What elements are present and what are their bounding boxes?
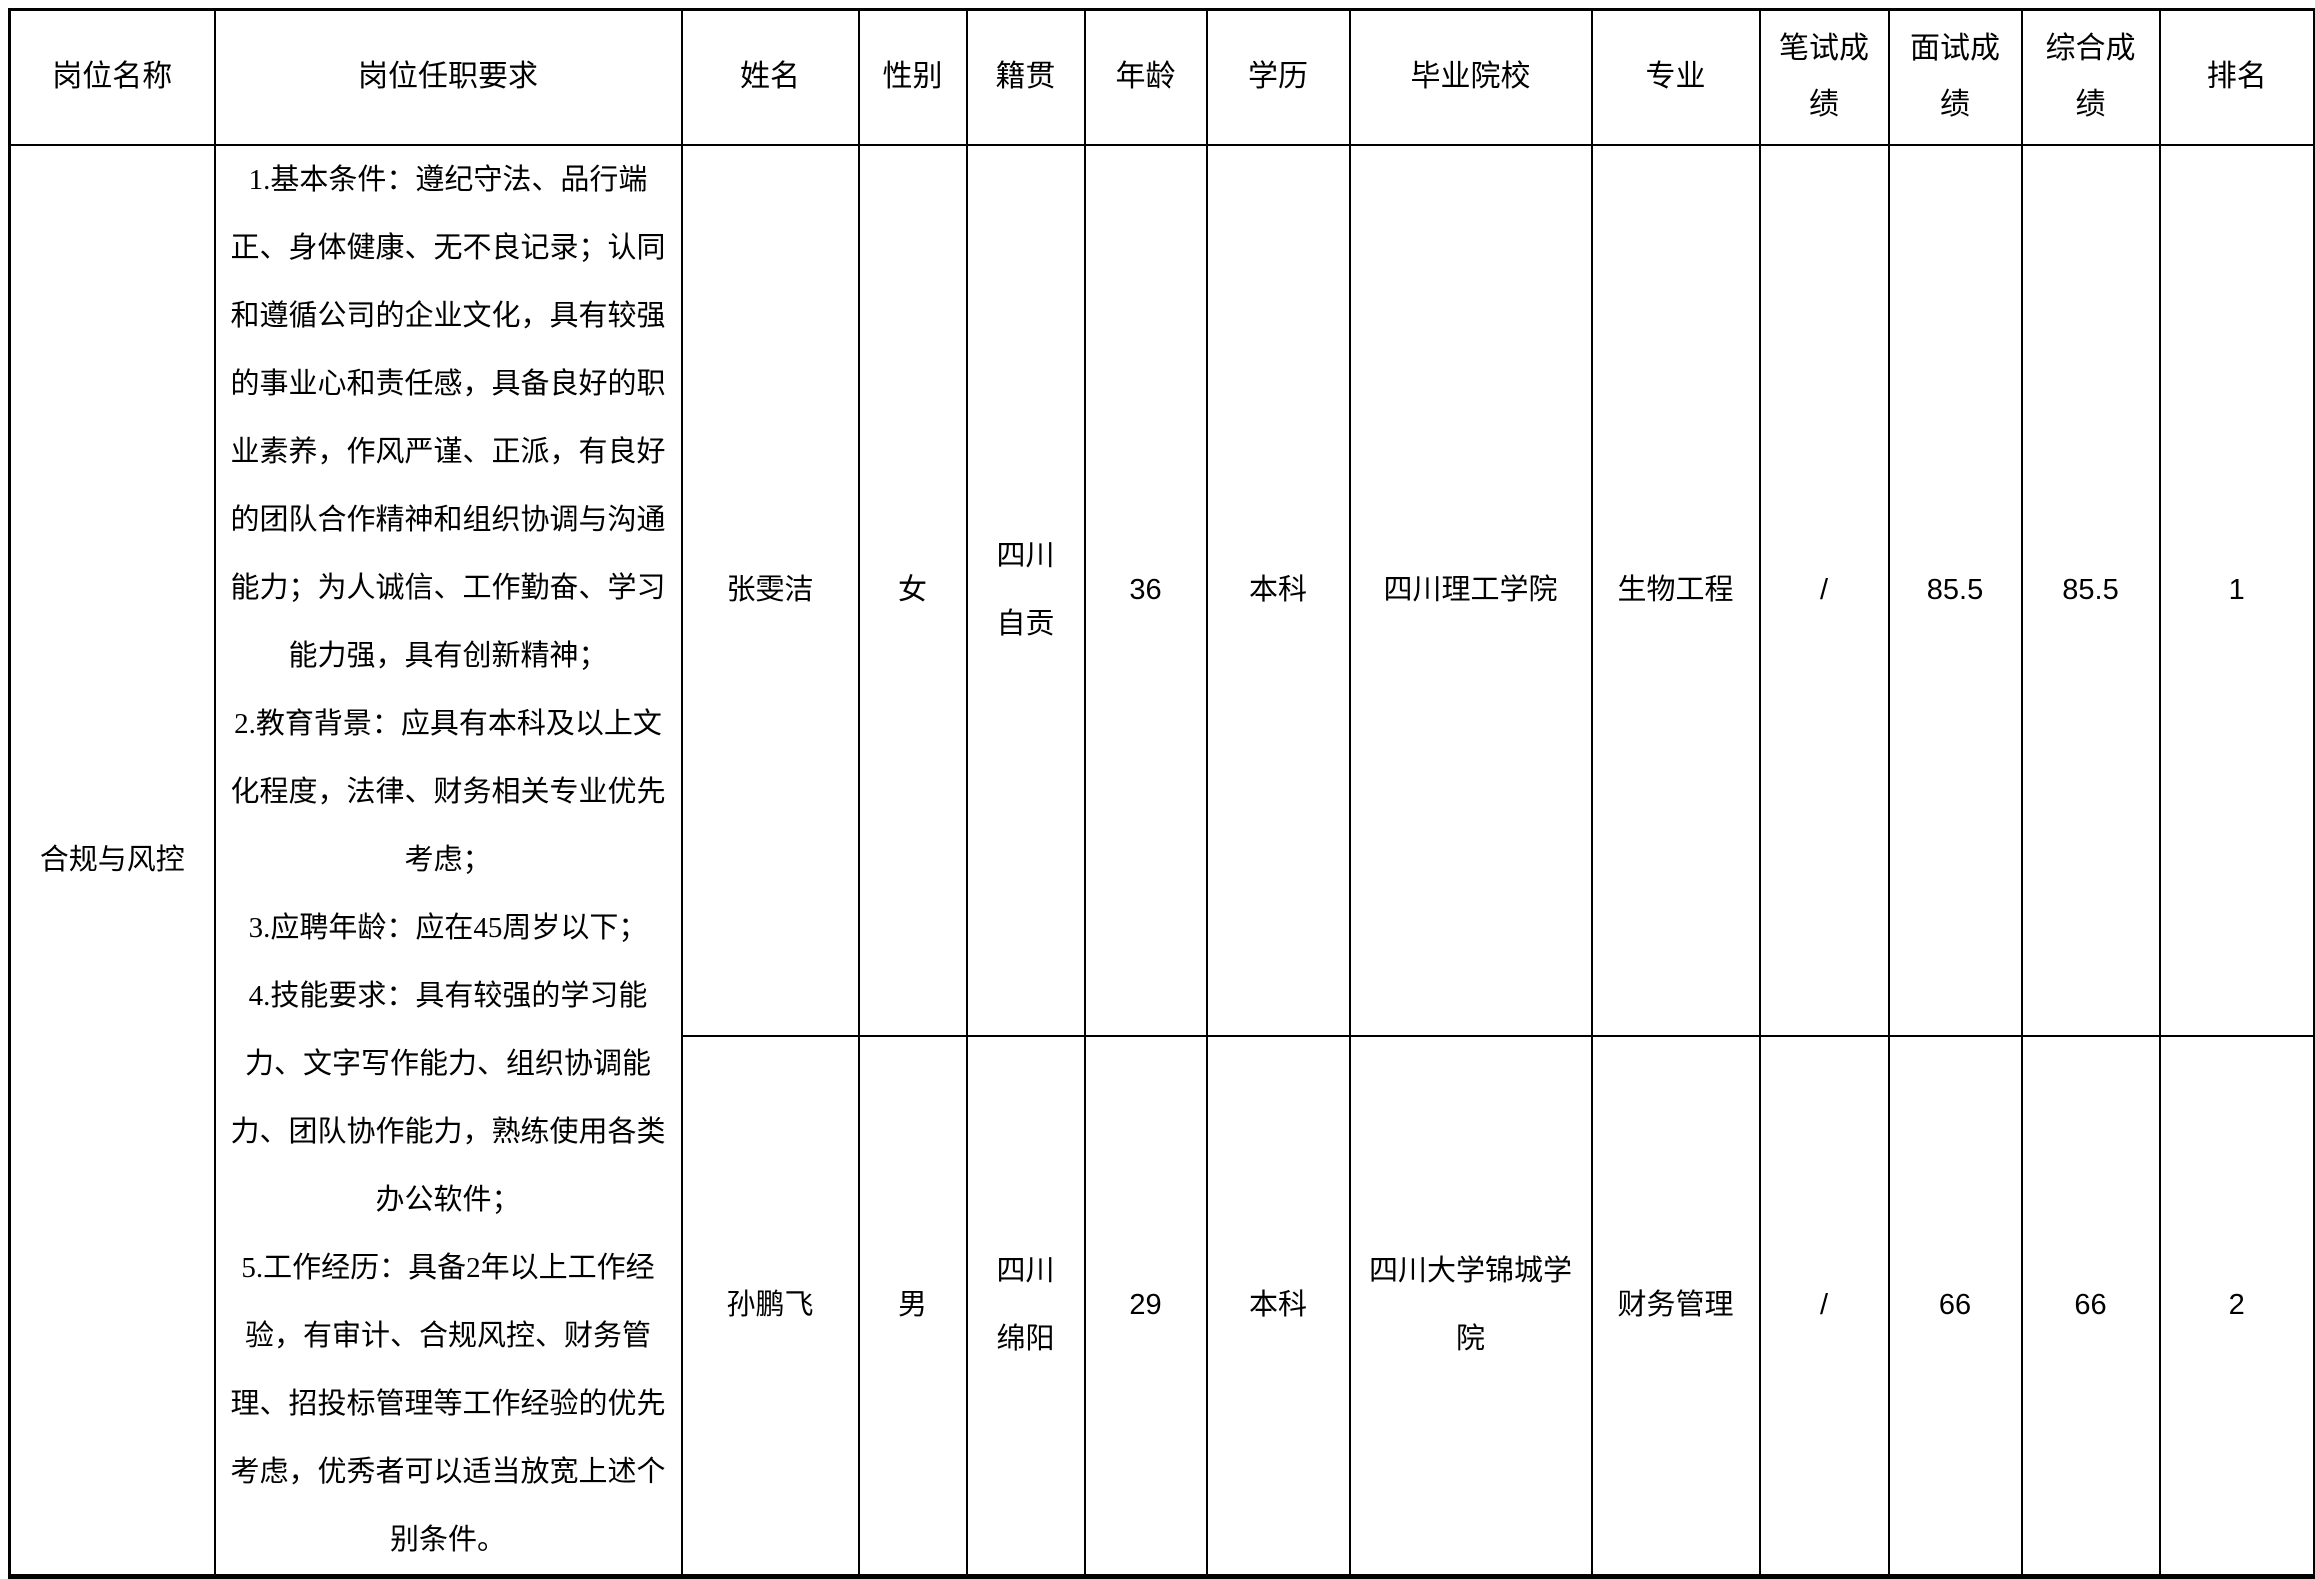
column-header-rank: 排名 [2158, 8, 2315, 146]
cell-c1-major: 生物工程 [1590, 143, 1761, 1037]
column-header-age: 年龄 [1083, 8, 1208, 146]
cell-c1-gender: 女 [857, 143, 968, 1037]
column-header-written-score: 笔试成绩 [1758, 8, 1890, 146]
column-header-education: 学历 [1205, 8, 1351, 146]
cell-c1-name: 张雯洁 [680, 143, 860, 1037]
cell-position-requirements: 1.基本条件：遵纪守法、品行端正、身体健康、无不良记录；认同和遵循公司的企业文化… [213, 143, 683, 1577]
column-header-interview-score: 面试成绩 [1887, 8, 2023, 146]
table-header-row: 岗位名称 岗位任职要求 姓名 性别 籍贯 年龄 学历 毕业院校 专业 笔试成绩 … [8, 8, 2315, 146]
recruitment-results-table: 岗位名称 岗位任职要求 姓名 性别 籍贯 年龄 学历 毕业院校 专业 笔试成绩 … [8, 8, 2315, 1579]
cell-position-name: 合规与风控 [8, 143, 216, 1577]
column-header-hometown: 籍贯 [965, 8, 1086, 146]
column-header-overall-score: 综合成绩 [2020, 8, 2161, 146]
cell-c1-hometown: 四川 自贡 [965, 143, 1086, 1037]
cell-c1-overall-score: 85.5 [2020, 143, 2161, 1037]
column-header-position-name: 岗位名称 [8, 8, 216, 146]
cell-c1-written-score: / [1758, 143, 1890, 1037]
column-header-name: 姓名 [680, 8, 860, 146]
column-header-gender: 性别 [857, 8, 968, 146]
column-header-major: 专业 [1590, 8, 1761, 146]
candidate-row-1: 合规与风控 1.基本条件：遵纪守法、品行端正、身体健康、无不良记录；认同和遵循公… [8, 143, 2315, 1577]
cell-c1-rank: 1 [2158, 143, 2315, 1037]
column-header-requirements: 岗位任职要求 [213, 8, 683, 146]
cell-c1-age: 36 [1083, 143, 1208, 1037]
column-header-school: 毕业院校 [1348, 8, 1593, 146]
cell-c1-school: 四川理工学院 [1348, 143, 1593, 1037]
cell-c1-interview-score: 85.5 [1887, 143, 2023, 1037]
cell-c1-education: 本科 [1205, 143, 1351, 1037]
